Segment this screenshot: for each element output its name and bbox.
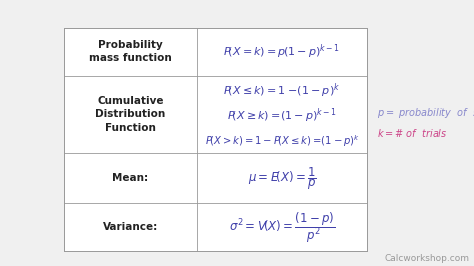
Text: $\mu=E\!\left(X\right)=\dfrac{1}{p}$: $\mu=E\!\left(X\right)=\dfrac{1}{p}$ — [248, 165, 316, 192]
Text: $k=\#$ of  trials: $k=\#$ of trials — [377, 127, 447, 139]
Text: Probability
mass function: Probability mass function — [89, 40, 172, 64]
FancyBboxPatch shape — [64, 28, 367, 251]
Text: $\sigma^2=V\!\left(X\right)=\dfrac{\left(1-p\right)}{p^2}$: $\sigma^2=V\!\left(X\right)=\dfrac{\left… — [229, 210, 335, 245]
Text: $p=$ probability  of  success: $p=$ probability of success — [377, 106, 474, 120]
Text: $P\!\left(X=k\right)=p\!\left(1-p\right)^{k-1}$: $P\!\left(X=k\right)=p\!\left(1-p\right)… — [223, 43, 341, 61]
Text: $P\!\left(X\leq k\right)=1-\!\left(1-p\right)^{k}$: $P\!\left(X\leq k\right)=1-\!\left(1-p\r… — [223, 81, 341, 100]
Text: $P\!\left(X\geq k\right)=\!\left(1-p\right)^{k-1}$: $P\!\left(X\geq k\right)=\!\left(1-p\rig… — [227, 106, 337, 125]
Text: Variance:: Variance: — [103, 222, 158, 232]
Text: Cumulative
Distribution
Function: Cumulative Distribution Function — [95, 96, 165, 132]
Text: $P\!\left(X>k\right)=1-P\!\left(X\leq k\right)=\!\left(1-p\right)^{k}$: $P\!\left(X>k\right)=1-P\!\left(X\leq k\… — [205, 133, 359, 149]
Text: Mean:: Mean: — [112, 173, 148, 183]
Text: Calcworkshop.com: Calcworkshop.com — [384, 254, 469, 263]
